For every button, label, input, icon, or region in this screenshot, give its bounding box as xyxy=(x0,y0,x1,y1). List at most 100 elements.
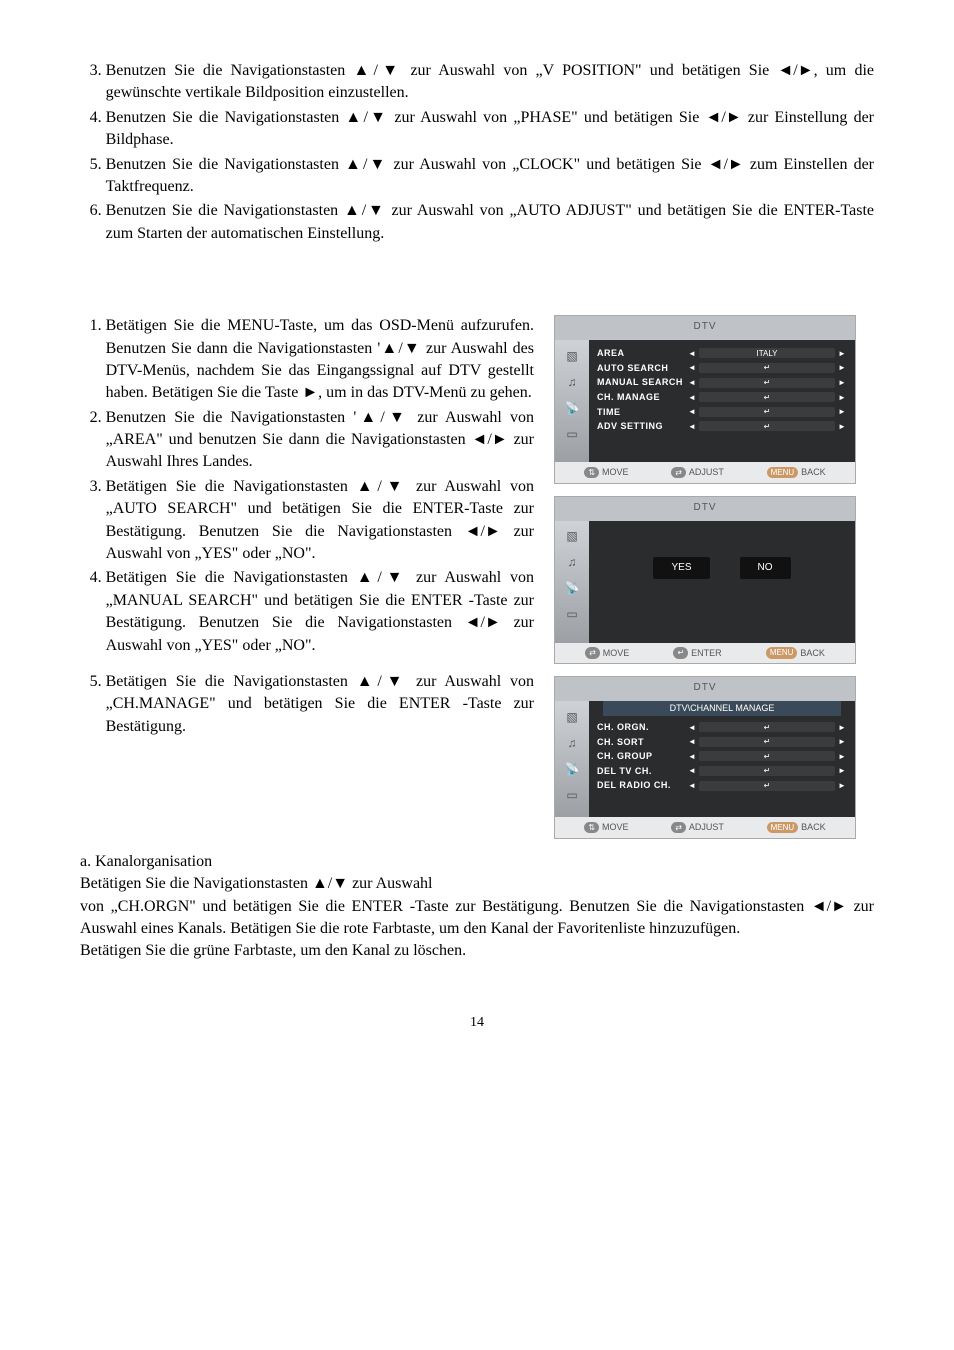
footer-back: BACK xyxy=(801,821,826,834)
osd-row-area[interactable]: AREA ◄ ITALY ► xyxy=(597,346,847,361)
osd-label: DEL RADIO CH. xyxy=(597,779,687,792)
right-arrow-icon[interactable]: ► xyxy=(837,765,847,776)
nav-pill-icon: ⇅ xyxy=(584,467,599,478)
left-arrow-icon[interactable]: ◄ xyxy=(687,377,697,388)
right-arrow-icon[interactable]: ► xyxy=(837,421,847,432)
picture-icon[interactable]: ▧ xyxy=(562,709,582,725)
footer-back: BACK xyxy=(801,466,826,479)
footer-move: MOVE xyxy=(602,821,629,834)
left-arrow-icon[interactable]: ◄ xyxy=(687,362,697,373)
osd-value: ↵ xyxy=(699,363,835,373)
osd-label: MANUAL SEARCH xyxy=(597,376,687,389)
right-arrow-icon[interactable]: ► xyxy=(837,348,847,359)
osd-row-chorgn[interactable]: CH. ORGN. ◄ ↵ ► xyxy=(597,720,847,735)
osd-row-chsort[interactable]: CH. SORT ◄ ↵ ► xyxy=(597,735,847,750)
left-arrow-icon[interactable]: ◄ xyxy=(687,765,697,776)
music-icon[interactable]: ♫ xyxy=(562,555,582,571)
osd-title: DTV xyxy=(555,677,855,701)
right-arrow-icon[interactable]: ► xyxy=(837,377,847,388)
footer-adjust: ADJUST xyxy=(689,821,724,834)
screen-icon[interactable]: ▭ xyxy=(562,787,582,803)
satellite-icon[interactable]: 📡 xyxy=(562,400,582,416)
left-arrow-icon[interactable]: ◄ xyxy=(687,722,697,733)
menu-pill-icon: MENU xyxy=(766,647,798,658)
satellite-icon[interactable]: 📡 xyxy=(562,581,582,597)
menu-pill-icon: MENU xyxy=(767,467,799,478)
osd-footer: ⇅MOVE ⇄ADJUST MENUBACK xyxy=(555,462,855,483)
footer-move: MOVE xyxy=(603,647,630,660)
picture-icon[interactable]: ▧ xyxy=(562,529,582,545)
left-arrow-icon[interactable]: ◄ xyxy=(687,348,697,359)
step-3: Betätigen Sie die Navigationstasten ▲/▼ … xyxy=(106,476,534,566)
osd-panel-chmanage: DTV ▧ ♫ 📡 ▭ DTV\CHANNEL MANAGE CH. ORGN.… xyxy=(554,676,856,839)
left-arrow-icon[interactable]: ◄ xyxy=(687,751,697,762)
left-arrow-icon[interactable]: ◄ xyxy=(687,421,697,432)
osd-value: ↵ xyxy=(699,421,835,431)
dtv-steps-list-2: Betätigen Sie die Navigationstasten ▲/▼ … xyxy=(80,671,534,738)
yes-button[interactable]: YES xyxy=(653,557,709,579)
nav-pill-icon: ⇄ xyxy=(585,647,600,658)
menu-pill-icon: MENU xyxy=(767,822,799,833)
osd-breadcrumb: DTV\CHANNEL MANAGE xyxy=(603,701,841,716)
osd-row-autosearch[interactable]: AUTO SEARCH ◄ ↵ ► xyxy=(597,361,847,376)
osd-row-advsetting[interactable]: ADV SETTING ◄ ↵ ► xyxy=(597,419,847,434)
music-icon[interactable]: ♫ xyxy=(562,374,582,390)
sub-a-line1: Betätigen Sie die Navigationstasten ▲/▼ … xyxy=(80,873,874,895)
osd-row-chgroup[interactable]: CH. GROUP ◄ ↵ ► xyxy=(597,749,847,764)
osd-category-icons: ▧ ♫ 📡 ▭ xyxy=(555,701,589,817)
osd-label: AREA xyxy=(597,347,687,360)
osd-panel-yesno: DTV ▧ ♫ 📡 ▭ YES NO ⇄MOVE ↵ENTER xyxy=(554,496,856,665)
right-arrow-icon[interactable]: ► xyxy=(837,751,847,762)
step-5: Betätigen Sie die Navigationstasten ▲/▼ … xyxy=(106,671,534,738)
osd-panel-dtv-main: DTV ▧ ♫ 📡 ▭ AREA ◄ ITALY ► AUTO xyxy=(554,315,856,484)
left-arrow-icon[interactable]: ◄ xyxy=(687,780,697,791)
left-arrow-icon[interactable]: ◄ xyxy=(687,406,697,417)
instruction-list-upper: Benutzen Sie die Navigationstasten ▲/▼ z… xyxy=(80,60,874,245)
dtv-steps-list: Betätigen Sie die MENU-Taste, um das OSD… xyxy=(80,315,534,657)
right-arrow-icon[interactable]: ► xyxy=(837,736,847,747)
osd-category-icons: ▧ ♫ 📡 ▭ xyxy=(555,340,589,462)
osd-row-time[interactable]: TIME ◄ ↵ ► xyxy=(597,405,847,420)
right-arrow-icon[interactable]: ► xyxy=(837,362,847,373)
osd-value: ↵ xyxy=(699,722,835,732)
right-arrow-icon[interactable]: ► xyxy=(837,780,847,791)
sub-a-line2: von „CH.ORGN" und betätigen Sie die ENTE… xyxy=(80,896,874,941)
picture-icon[interactable]: ▧ xyxy=(562,348,582,364)
osd-value: ITALY xyxy=(699,348,835,358)
sub-a-line3: Betätigen Sie die grüne Farbtaste, um de… xyxy=(80,940,874,962)
satellite-icon[interactable]: 📡 xyxy=(562,761,582,777)
osd-row-chmanage[interactable]: CH. MANAGE ◄ ↵ ► xyxy=(597,390,847,405)
osd-row-delradioch[interactable]: DEL RADIO CH. ◄ ↵ ► xyxy=(597,778,847,793)
osd-row-deltvch[interactable]: DEL TV CH. ◄ ↵ ► xyxy=(597,764,847,779)
osd-label: AUTO SEARCH xyxy=(597,362,687,375)
no-button[interactable]: NO xyxy=(740,557,791,579)
footer-back: BACK xyxy=(800,647,825,660)
osd-row-manualsearch[interactable]: MANUAL SEARCH ◄ ↵ ► xyxy=(597,375,847,390)
nav-pill-icon: ⇅ xyxy=(584,822,599,833)
footer-move: MOVE xyxy=(602,466,629,479)
right-arrow-icon[interactable]: ► xyxy=(837,406,847,417)
left-arrow-icon[interactable]: ◄ xyxy=(687,392,697,403)
instruction-item-3: Benutzen Sie die Navigationstasten ▲/▼ z… xyxy=(106,60,874,105)
osd-value: ↵ xyxy=(699,392,835,402)
nav-pill-icon: ⇄ xyxy=(671,822,686,833)
left-arrow-icon[interactable]: ◄ xyxy=(687,736,697,747)
osd-value: ↵ xyxy=(699,407,835,417)
enter-pill-icon: ↵ xyxy=(673,647,688,658)
footer-adjust: ADJUST xyxy=(689,466,724,479)
screen-icon[interactable]: ▭ xyxy=(562,607,582,623)
music-icon[interactable]: ♫ xyxy=(562,735,582,751)
osd-value: ↵ xyxy=(699,751,835,761)
right-arrow-icon[interactable]: ► xyxy=(837,722,847,733)
osd-category-icons: ▧ ♫ 📡 ▭ xyxy=(555,521,589,643)
osd-label: TIME xyxy=(597,406,687,419)
sub-a-title: a. Kanalorganisation xyxy=(80,851,874,873)
screen-icon[interactable]: ▭ xyxy=(562,426,582,442)
osd-value: ↵ xyxy=(699,737,835,747)
footer-enter: ENTER xyxy=(691,647,722,660)
right-arrow-icon[interactable]: ► xyxy=(837,392,847,403)
instruction-item-6: Benutzen Sie die Navigationstasten ▲/▼ z… xyxy=(106,200,874,245)
osd-value: ↵ xyxy=(699,781,835,791)
osd-value: ↵ xyxy=(699,378,835,388)
step-4: Betätigen Sie die Navigationstasten ▲/▼ … xyxy=(106,567,534,657)
